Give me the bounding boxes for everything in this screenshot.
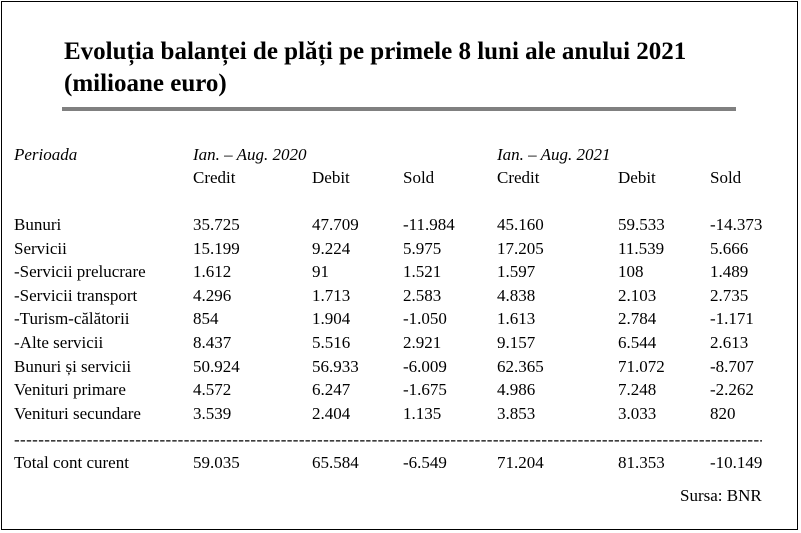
table-cell: 4.838	[497, 285, 536, 305]
col-header-sold-2021: Sold	[710, 168, 742, 187]
table-cell: 4.572	[193, 380, 232, 400]
period-label: Perioada	[14, 145, 78, 164]
col-header-credit-2021: Credit	[497, 168, 540, 187]
table-cell: 1.135	[403, 403, 442, 423]
table-cell: 50.924	[193, 356, 240, 376]
table-cell: 4.986	[497, 380, 536, 400]
table-cell: 17.205	[497, 238, 544, 258]
table-cell: 1.521	[403, 262, 442, 282]
table-cell: 1.613	[497, 309, 536, 329]
table-cell: -2.262	[710, 380, 754, 400]
row-label: Servicii	[14, 238, 67, 258]
title-line-2: (milioane euro)	[64, 70, 227, 97]
table-cell: 59.533	[618, 215, 665, 234]
table-cell: 6.247	[312, 380, 351, 400]
table-cell: 11.539	[618, 238, 665, 258]
table-cell: 8.437	[193, 333, 232, 352]
table-cell: 3.853	[497, 403, 536, 423]
table-cell: 2.583	[403, 285, 442, 305]
table-cell: -11.984	[403, 215, 455, 234]
title-line-1: Evoluția balanței de plăți pe primele 8 …	[64, 38, 687, 65]
table-cell: -1.675	[403, 380, 447, 400]
table-cell: -1.171	[710, 309, 754, 329]
table-cell: -6.009	[403, 356, 447, 376]
table-cell: 7.248	[618, 380, 657, 400]
col-header-debit-2020: Debit	[312, 168, 350, 187]
table-cell: -1.050	[403, 309, 447, 329]
table-cell: 56.933	[312, 356, 359, 376]
row-label: -Alte servicii	[14, 333, 104, 352]
total-label: Total cont curent	[14, 453, 129, 472]
period-2020-label: Ian. – Aug. 2020	[193, 145, 307, 164]
table-cell: 15.199	[193, 238, 240, 258]
table-cell: 3.033	[618, 403, 657, 423]
table-cell: 62.365	[497, 356, 544, 376]
table-cell: 2.613	[710, 333, 749, 352]
table-cell: 6.544	[618, 333, 657, 352]
total-cell: 81.353	[618, 453, 665, 472]
table-cell: 2.784	[618, 309, 657, 329]
table-cell: 5.666	[710, 238, 749, 258]
col-header-credit-2020: Credit	[193, 168, 236, 187]
table-cell: 1.612	[193, 262, 232, 282]
dashed-separator: ----------------------------------------…	[14, 434, 762, 446]
table-cell: 108	[618, 262, 644, 282]
table-cell: 2.103	[618, 285, 657, 305]
row-label: Bunuri	[14, 215, 62, 234]
table-cell: 5.975	[403, 238, 442, 258]
table-cell: 1.489	[710, 262, 749, 282]
table-cell: 820	[710, 403, 736, 423]
total-cell: 59.035	[193, 453, 240, 472]
page-title: Evoluția balanței de plăți pe primele 8 …	[64, 36, 686, 100]
total-cell: 65.584	[312, 453, 359, 472]
table-cell: 1.713	[312, 285, 351, 305]
table-cell: 1.597	[497, 262, 536, 282]
table-cell: 9.157	[497, 333, 536, 352]
source-note: Sursa: BNR	[680, 486, 762, 505]
table-cell: 2.921	[403, 333, 442, 352]
table-cell: 71.072	[618, 356, 665, 376]
row-label: -Servicii transport	[14, 285, 138, 305]
table-cell: 2.404	[312, 403, 351, 423]
col-header-sold-2020: Sold	[403, 168, 435, 187]
row-label: Bunuri și servicii	[14, 356, 132, 376]
table-cell: 3.539	[193, 403, 232, 423]
row-label: -Servicii prelucrare	[14, 262, 146, 282]
table-cell: 47.709	[312, 215, 359, 234]
table-cell: -14.373	[710, 215, 763, 234]
table-cell: 1.904	[312, 309, 351, 329]
col-header-debit-2021: Debit	[618, 168, 656, 187]
table-cell: 2.735	[710, 285, 749, 305]
row-label: Venituri primare	[14, 380, 126, 400]
row-label: -Turism-călătorii	[14, 309, 130, 329]
total-cell: -6.549	[403, 453, 447, 472]
table-cell: 4.296	[193, 285, 232, 305]
row-label: Venituri secundare	[14, 403, 141, 423]
period-2021-label: Ian. – Aug. 2021	[497, 145, 611, 164]
total-cell: 71.204	[497, 453, 544, 472]
table-cell: 9.224	[312, 238, 351, 258]
table-cell: 35.725	[193, 215, 240, 234]
table-cell: 45.160	[497, 215, 544, 234]
table-cell: 91	[312, 262, 329, 282]
title-underline	[62, 107, 736, 111]
table-cell: 5.516	[312, 333, 351, 352]
table-cell: 854	[193, 309, 219, 329]
total-cell: -10.149	[710, 453, 763, 472]
table-cell: -8.707	[710, 356, 754, 376]
